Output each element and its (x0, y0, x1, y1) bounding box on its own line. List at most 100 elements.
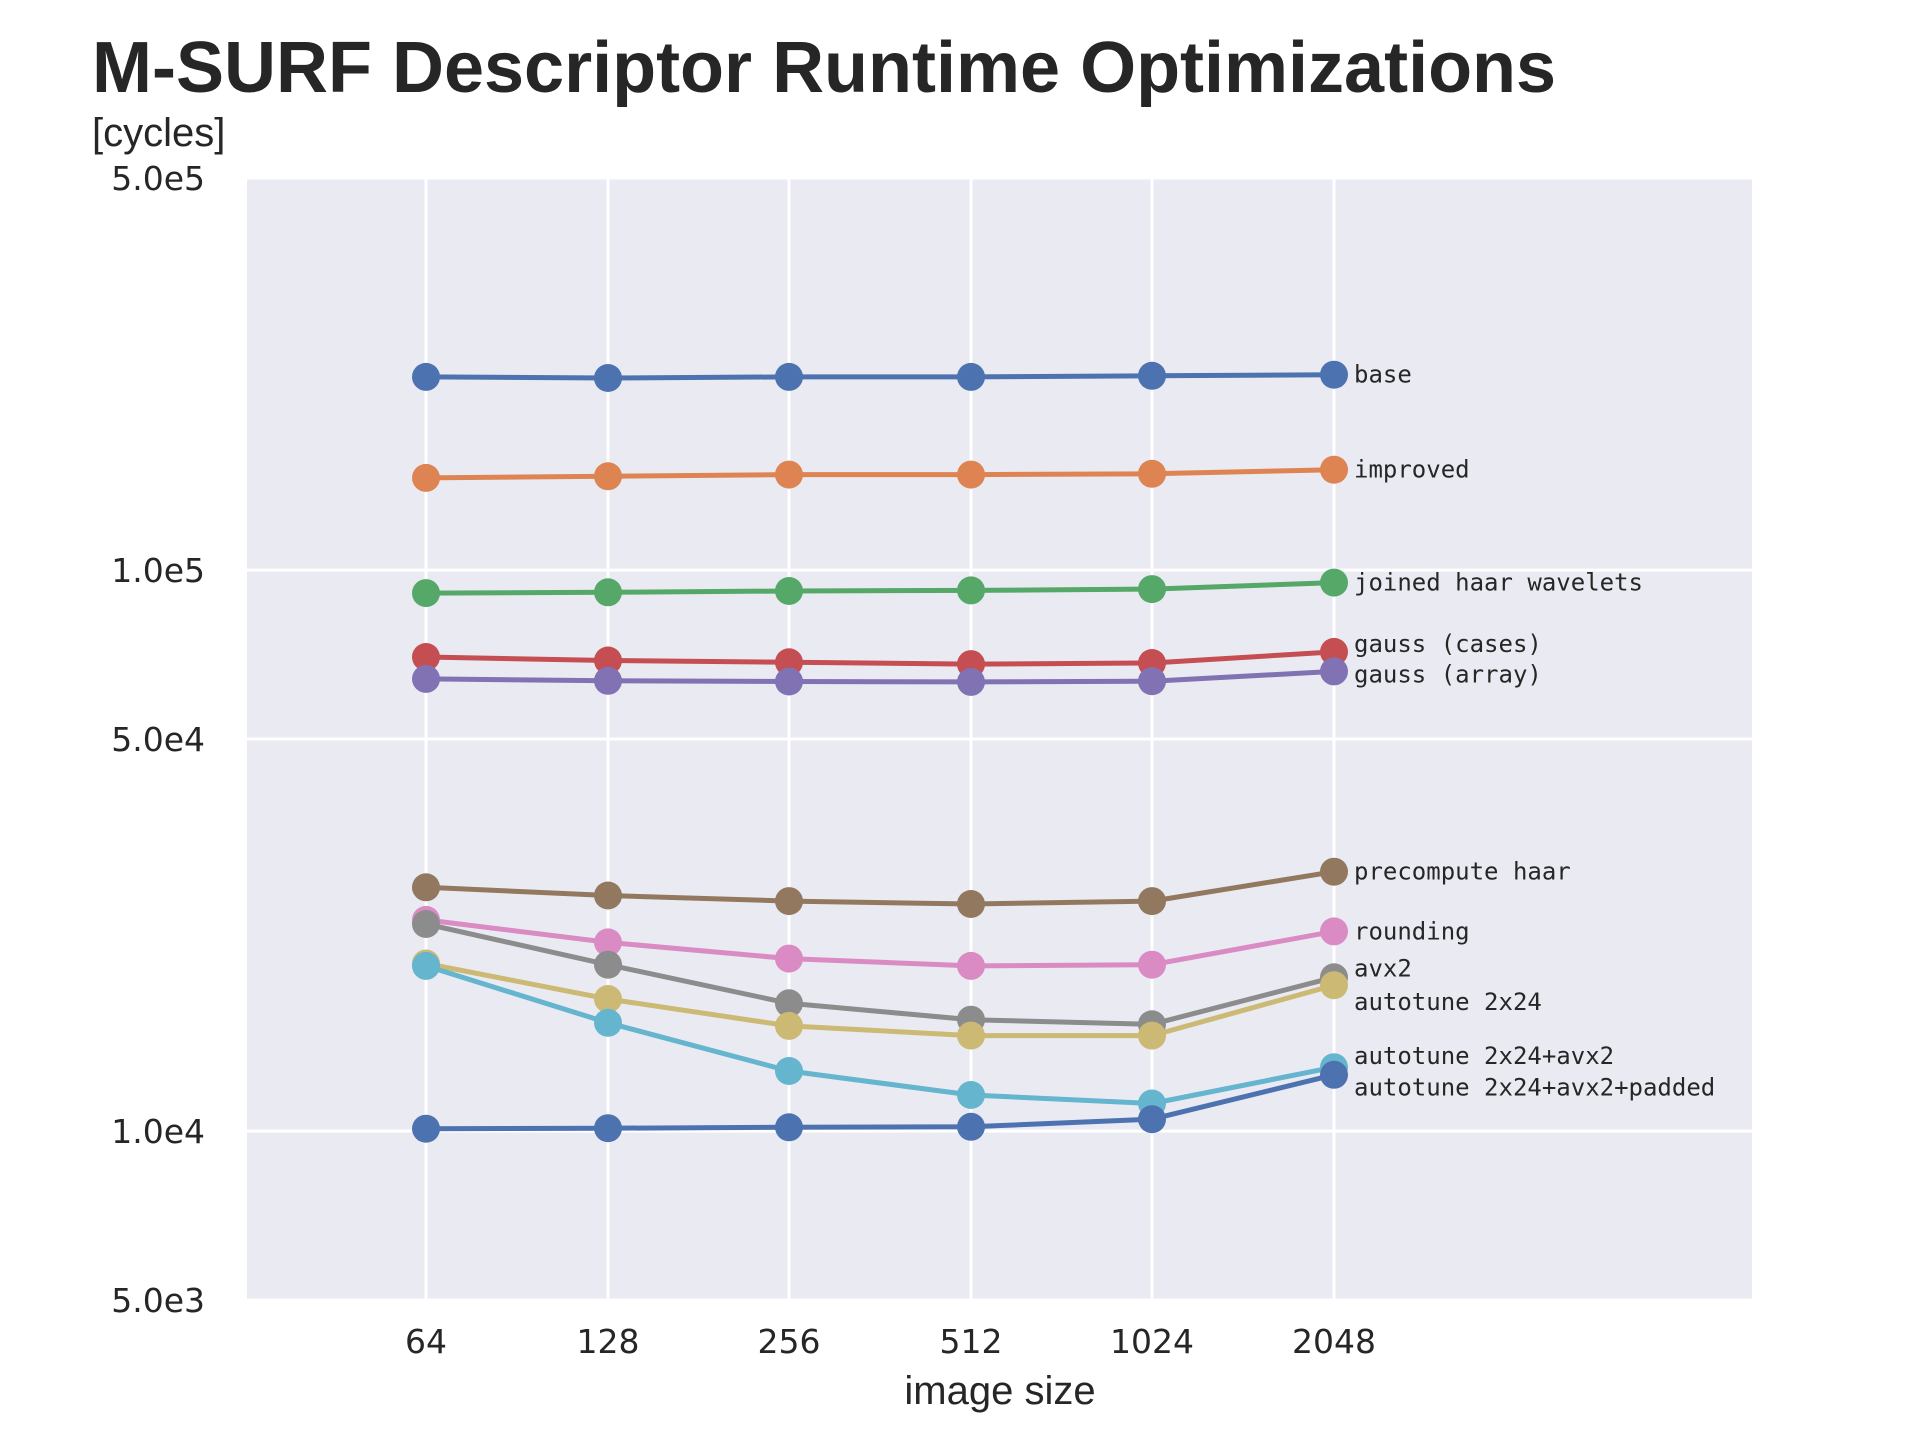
data-point (957, 576, 985, 605)
x-axis-label: image size (904, 1369, 1095, 1413)
x-tick-label: 512 (940, 1322, 1003, 1361)
data-point (412, 643, 440, 671)
data-point (594, 881, 622, 910)
data-point (594, 950, 622, 979)
data-point (412, 362, 440, 391)
y-axis-unit-label: [cycles] (92, 111, 225, 155)
series-improved (412, 455, 1348, 492)
data-point (957, 890, 985, 918)
series-line-avx2 (423, 921, 1337, 1027)
data-point (1320, 637, 1348, 666)
data-point (1320, 568, 1348, 597)
data-point (775, 362, 803, 391)
series-end-label: gauss (array) (1354, 660, 1542, 688)
data-point (775, 648, 803, 677)
data-point (594, 985, 622, 1013)
data-point (1138, 887, 1166, 916)
data-point (775, 667, 803, 696)
data-point (1138, 667, 1166, 696)
series-autotune-2x24-avx2-padded (412, 1060, 1348, 1143)
data-point (1320, 971, 1348, 1000)
chart-title: M-SURF Descriptor Runtime Optimizations (92, 28, 1556, 108)
data-point (775, 1011, 803, 1040)
series-line-autotune-2x24-avx2-padded (423, 1072, 1337, 1132)
data-point (594, 666, 622, 695)
series-line-gauss-array (423, 668, 1337, 685)
data-point (412, 1114, 440, 1143)
data-point (957, 362, 985, 391)
data-point (775, 887, 803, 916)
data-point (412, 463, 440, 492)
y-tick-label: 1.0e4 (111, 1112, 205, 1151)
data-point (957, 1081, 985, 1109)
series-lines (412, 360, 1348, 1143)
data-point (1320, 455, 1348, 484)
data-point (775, 577, 803, 605)
series-end-label: autotune 2x24+avx2+padded (1354, 1074, 1715, 1102)
data-point (594, 364, 622, 392)
data-point (1320, 360, 1348, 389)
x-tick-label: 64 (405, 1322, 447, 1361)
series-line-base (423, 372, 1337, 381)
data-point (775, 460, 803, 489)
data-point (775, 944, 803, 973)
data-point (1320, 657, 1348, 686)
data-point (412, 873, 440, 902)
data-point (594, 1008, 622, 1037)
x-tick-label: 128 (577, 1322, 640, 1361)
series-end-label: precompute haar (1354, 858, 1571, 886)
data-point (1138, 459, 1166, 488)
data-point (412, 664, 440, 693)
data-point (957, 667, 985, 696)
x-axis-ticks: 64 128 256 512 1024 2048 (405, 1322, 1376, 1361)
data-point (957, 1112, 985, 1141)
series-base (412, 360, 1348, 392)
series-line-improved (423, 467, 1337, 481)
series-end-label: joined haar wavelets (1354, 569, 1643, 597)
data-point (957, 1021, 985, 1050)
data-point (412, 910, 440, 938)
series-end-label: rounding (1354, 917, 1470, 945)
series-line-gauss-cases (423, 649, 1337, 667)
data-point (1138, 1105, 1166, 1134)
series-line-autotune-2x24 (423, 961, 1337, 1039)
x-tick-label: 1024 (1110, 1322, 1194, 1361)
series-rounding (412, 905, 1348, 980)
series-end-label: gauss (cases) (1354, 630, 1542, 658)
series-end-label: base (1354, 361, 1412, 389)
x-tick-label: 2048 (1292, 1322, 1376, 1361)
data-point (1138, 361, 1166, 390)
data-point (1138, 575, 1166, 604)
data-point (775, 1057, 803, 1085)
y-tick-label: 1.0e5 (111, 551, 205, 590)
y-tick-label: 5.0e4 (111, 720, 205, 759)
series-end-label: autotune 2x24 (1354, 988, 1542, 1016)
series-gauss-array (412, 657, 1348, 696)
data-point (412, 579, 440, 608)
y-tick-label: 5.0e3 (111, 1281, 205, 1320)
series-line-autotune-2x24-avx2 (423, 963, 1337, 1106)
data-point (957, 460, 985, 489)
data-point (957, 951, 985, 980)
series-end-label: autotune 2x24+avx2 (1354, 1042, 1614, 1070)
data-point (1138, 950, 1166, 979)
data-point (775, 989, 803, 1018)
series-labels: base improved joined haar wavelets gauss (c… (1354, 361, 1715, 1102)
data-point (1138, 1021, 1166, 1050)
series-line-precompute-haar (423, 869, 1337, 907)
y-axis-ticks: 5.0e5 1.0e5 5.0e4 1.0e4 5.0e3 (111, 159, 205, 1320)
data-point (775, 1113, 803, 1142)
data-point (594, 462, 622, 491)
data-point (1320, 1060, 1348, 1089)
series-end-label: improved (1354, 456, 1470, 484)
series-joined-haar-wavelets (412, 568, 1348, 608)
series-precompute-haar (412, 857, 1348, 918)
y-tick-label: 5.0e5 (111, 159, 205, 198)
x-tick-label: 256 (758, 1322, 821, 1361)
data-point (412, 951, 440, 980)
data-point (594, 928, 622, 957)
data-point (594, 1114, 622, 1143)
data-point (1320, 857, 1348, 886)
data-point (594, 646, 622, 675)
